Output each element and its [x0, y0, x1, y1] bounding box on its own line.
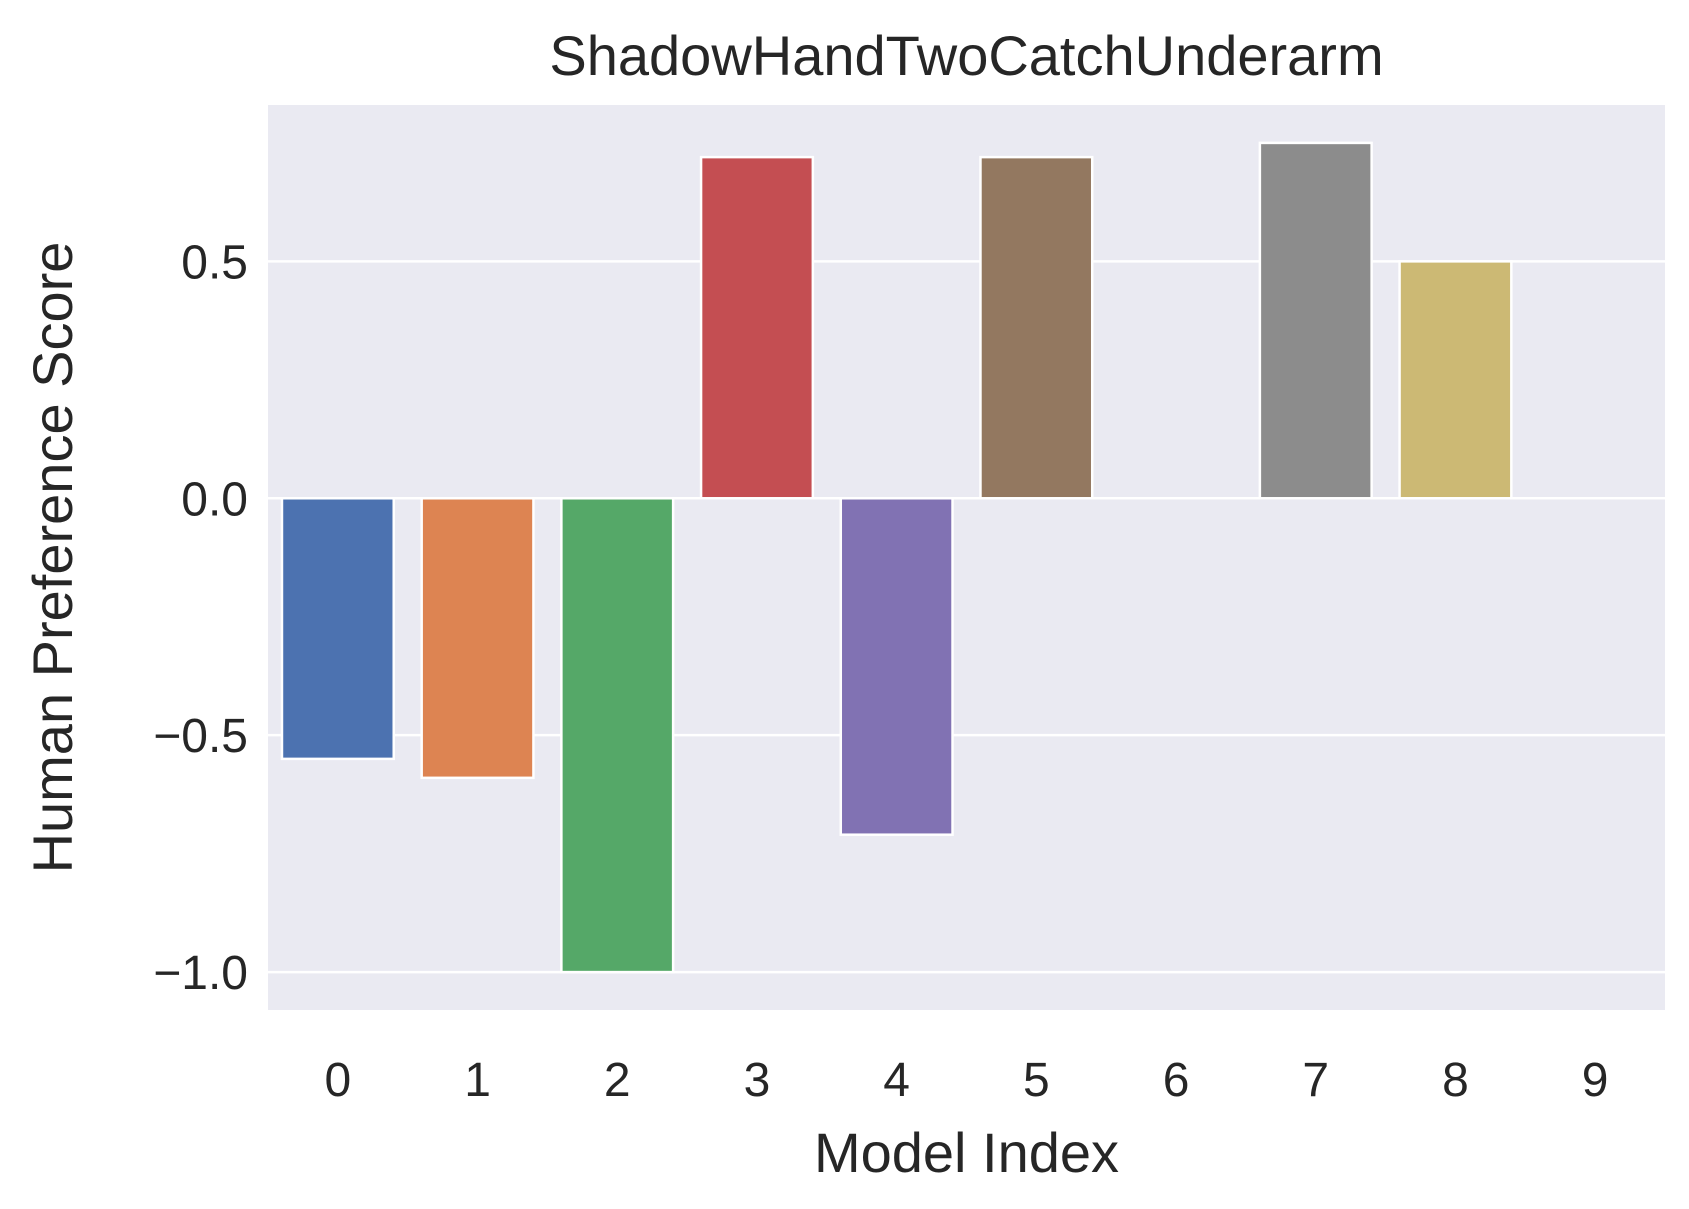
bar-1 [420, 497, 535, 780]
x-axis-label: Model Index [814, 1121, 1119, 1184]
bar-0 [280, 497, 395, 761]
x-tick-label: 6 [1163, 1054, 1190, 1107]
x-tick-label: 0 [324, 1054, 351, 1107]
x-tick-label: 1 [464, 1054, 491, 1107]
y-tick-label: −0.5 [153, 710, 248, 763]
x-tick-label: 3 [744, 1054, 771, 1107]
x-tick-label: 4 [883, 1054, 910, 1107]
x-tick-label: 7 [1302, 1054, 1329, 1107]
chart-title: ShadowHandTwoCatchUnderarm [549, 24, 1383, 87]
y-tick-labels: −1.0 −0.5 0.0 0.5 [153, 236, 248, 1000]
bars [280, 141, 1513, 974]
x-tick-label: 8 [1442, 1054, 1469, 1107]
y-tick-label: −1.0 [153, 947, 248, 1000]
bar-3 [699, 155, 815, 500]
bar-2 [560, 497, 675, 974]
y-tick-label: 0.5 [181, 236, 248, 289]
bar-5 [979, 155, 1094, 500]
x-tick-label: 2 [604, 1054, 631, 1107]
y-tick-label: 0.0 [181, 473, 248, 526]
y-axis-label: Human Preference Score [21, 242, 84, 874]
bar-8 [1398, 260, 1513, 500]
x-tick-label: 5 [1023, 1054, 1050, 1107]
x-tick-labels: 0 1 2 3 4 5 6 7 8 9 [324, 1054, 1608, 1107]
bar-4 [839, 497, 954, 836]
x-tick-label: 9 [1582, 1054, 1609, 1107]
bar-7 [1258, 141, 1373, 500]
